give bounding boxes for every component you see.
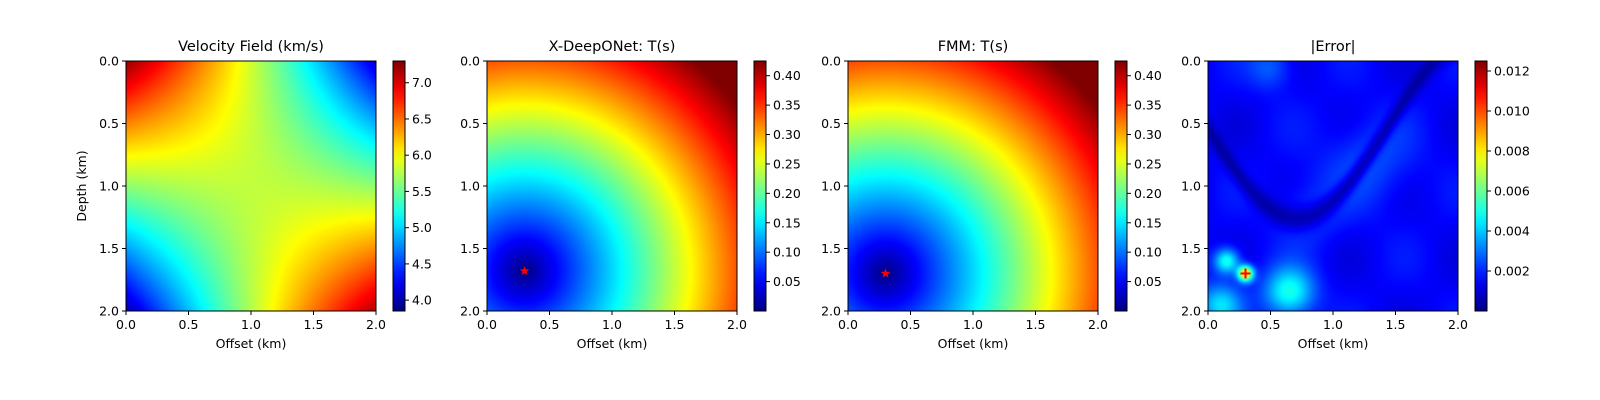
- colorbar-tick-label: 0.40: [1134, 68, 1162, 83]
- chart-panel-4: |Error|0.0 0.5 1.0 1.5 2.00.00.51.01.52.0Off…: [1181, 39, 1530, 351]
- x-tick-label: 2.0: [727, 317, 747, 332]
- y-tick-label: 1.5: [460, 241, 480, 256]
- colorbar-tick-label: 0.05: [1134, 274, 1162, 289]
- x-tick-label: 0.5: [179, 317, 199, 332]
- x-tick-label: 0.5: [540, 317, 560, 332]
- y-tick-label: 1.5: [1181, 241, 1201, 256]
- colorbar-frame: [392, 60, 406, 312]
- y-tick-label: 2.0: [1181, 304, 1201, 319]
- y-tick-label: 2.0: [99, 304, 119, 319]
- y-tick-label: 0.5: [1181, 116, 1201, 131]
- colorbar-tick-label: 5.0: [412, 220, 432, 235]
- colorbar-tick-label: 0.35: [1134, 98, 1162, 113]
- colorbar-frame: [753, 60, 767, 312]
- y-tick-label: 0.0: [99, 54, 119, 69]
- y-tick-label: 1.0: [821, 179, 841, 194]
- y-tick-label: 0.0: [460, 54, 480, 69]
- y-tick-label: 2.0: [460, 304, 480, 319]
- x-tick-label: 2.0: [366, 317, 386, 332]
- x-tick-label: 0.0: [116, 317, 136, 332]
- colorbar-tick-label: 0.002: [1494, 264, 1530, 279]
- x-tick-label: 0.0: [477, 317, 497, 332]
- colorbar-tick-label: 0.012: [1494, 64, 1530, 79]
- colorbar-tick-label: 0.25: [773, 156, 801, 171]
- source-marker-star: [519, 266, 530, 276]
- chart-title: Velocity Field (km/s): [178, 39, 324, 55]
- heatmap-image: [1208, 61, 1458, 311]
- colorbar-tick-label: 0.20: [1134, 186, 1162, 201]
- x-tick-label: 1.0: [241, 317, 261, 332]
- colorbar-tick-label: 0.40: [773, 68, 801, 83]
- y-tick-label: 0.5: [99, 116, 119, 131]
- x-tick-label: 1.0: [1323, 317, 1343, 332]
- colorbar-tick-label: 0.008: [1494, 144, 1530, 159]
- x-tick-label: 0.5: [1261, 317, 1281, 332]
- x-tick-label: 1.0: [602, 317, 622, 332]
- x-tick-label: 2.0: [1448, 317, 1468, 332]
- colorbar-tick-label: 0.20: [773, 186, 801, 201]
- colorbar-tick-label: 0.004: [1494, 224, 1530, 239]
- colorbar-tick-label: 6.5: [412, 111, 432, 126]
- heatmap-image: [487, 61, 737, 311]
- chart-title: X-DeepONet: T(s): [549, 39, 676, 55]
- colorbar: [1115, 61, 1127, 311]
- colorbar-tick-label: 5.5: [412, 184, 432, 199]
- colorbar-frame: [1114, 60, 1128, 312]
- colorbar-tick-label: 0.10: [1134, 245, 1162, 260]
- y-tick-label: 0.5: [821, 116, 841, 131]
- x-axis-label: Offset (km): [938, 336, 1009, 351]
- source-marker-star: [880, 268, 891, 278]
- y-tick-label: 1.5: [821, 241, 841, 256]
- heatmap-image: [848, 61, 1098, 311]
- colorbar-tick-label: 4.0: [412, 293, 432, 308]
- x-axis-label: Offset (km): [577, 336, 648, 351]
- source-marker-plus: [1240, 268, 1251, 279]
- colorbar-tick-label: 0.05: [773, 274, 801, 289]
- heatmap-image: [126, 61, 376, 311]
- y-tick-label: 1.5: [99, 241, 119, 256]
- colorbar-tick-label: 0.15: [1134, 215, 1162, 230]
- colorbar-tick-label: 7.0: [412, 75, 432, 90]
- colorbar-tick-label: 0.30: [1134, 127, 1162, 142]
- chart-title: |Error|: [1310, 39, 1355, 55]
- x-tick-label: 1.5: [1386, 317, 1406, 332]
- chart-panel-2: X-DeepONet: T(s)0.0 0.5 1.0 1.5 2.00.00.51.0…: [460, 39, 801, 351]
- colorbar-tick-label: 0.006: [1494, 184, 1530, 199]
- x-tick-label: 0.0: [1198, 317, 1218, 332]
- chart-panel-1: Velocity Field (km/s)0.0 0.5 1.0 1.5 2.00.00…: [74, 39, 432, 351]
- colorbar-frame: [1474, 60, 1488, 312]
- y-tick-label: 0.0: [821, 54, 841, 69]
- colorbar-tick-label: 0.10: [773, 245, 801, 260]
- colorbar-tick-label: 0.010: [1494, 104, 1530, 119]
- colorbar-tick-label: 0.25: [1134, 156, 1162, 171]
- y-axis-label: Depth (km): [74, 150, 89, 221]
- x-tick-label: 1.5: [1026, 317, 1046, 332]
- colorbar-tick-label: 6.0: [412, 148, 432, 163]
- colorbar: [754, 61, 766, 311]
- x-tick-label: 2.0: [1088, 317, 1108, 332]
- x-tick-label: 0.5: [901, 317, 921, 332]
- x-axis-label: Offset (km): [216, 336, 287, 351]
- colorbar-tick-label: 0.35: [773, 98, 801, 113]
- y-tick-label: 1.0: [99, 179, 119, 194]
- x-tick-label: 0.0: [838, 317, 858, 332]
- x-tick-label: 1.5: [304, 317, 324, 332]
- y-tick-label: 1.0: [1181, 179, 1201, 194]
- y-tick-label: 0.0: [1181, 54, 1201, 69]
- x-tick-label: 1.0: [963, 317, 983, 332]
- y-tick-label: 1.0: [460, 179, 480, 194]
- x-tick-label: 1.5: [665, 317, 685, 332]
- y-tick-label: 2.0: [821, 304, 841, 319]
- colorbar: [1475, 61, 1487, 311]
- y-tick-label: 0.5: [460, 116, 480, 131]
- chart-panel-3: FMM: T(s)0.0 0.5 1.0 1.5 2.00.00.51.01.52.0O…: [821, 39, 1162, 351]
- colorbar: [393, 61, 405, 311]
- x-axis-label: Offset (km): [1298, 336, 1369, 351]
- colorbar-tick-label: 0.30: [773, 127, 801, 142]
- chart-title: FMM: T(s): [938, 39, 1009, 55]
- colorbar-tick-label: 0.15: [773, 215, 801, 230]
- colorbar-tick-label: 4.5: [412, 256, 432, 271]
